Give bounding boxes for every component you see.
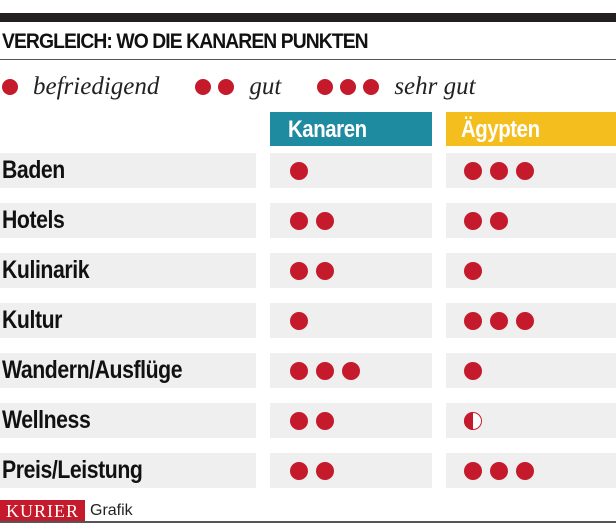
rating-dot bbox=[316, 261, 334, 280]
table-row: Kulinarik bbox=[0, 253, 616, 288]
rating-dot bbox=[290, 311, 308, 330]
legend: befriedigend gut sehr gut bbox=[2, 72, 512, 102]
rating-dot bbox=[464, 311, 482, 330]
rating-dot bbox=[290, 361, 308, 380]
rating-dot bbox=[464, 211, 482, 230]
row-label-cell: Baden bbox=[0, 153, 256, 188]
row-label: Kulinarik bbox=[2, 256, 90, 284]
rating-dot bbox=[290, 261, 308, 280]
aegypten-rating bbox=[446, 203, 616, 238]
kanaren-rating bbox=[270, 153, 432, 188]
footer: KURIER Grafik bbox=[0, 500, 133, 521]
legend-label: befriedigend bbox=[33, 73, 160, 100]
table-row: Wellness bbox=[0, 403, 616, 438]
rating-dot bbox=[218, 79, 235, 95]
kanaren-rating bbox=[270, 453, 432, 488]
rating-dot bbox=[290, 211, 308, 230]
row-label: Hotels bbox=[2, 206, 65, 234]
rating-dot bbox=[290, 461, 308, 480]
row-label: Preis/Leistung bbox=[2, 456, 143, 484]
rating-dot bbox=[195, 79, 212, 95]
aegypten-rating bbox=[446, 353, 616, 388]
legend-label: gut bbox=[249, 73, 282, 100]
table-row: Preis/Leistung bbox=[0, 453, 616, 488]
legend-item: befriedigend bbox=[2, 73, 159, 101]
rating-dot bbox=[290, 161, 308, 180]
aegypten-rating bbox=[446, 253, 616, 288]
rating-dot bbox=[316, 211, 334, 230]
kanaren-rating bbox=[270, 303, 432, 338]
aegypten-rating bbox=[446, 403, 616, 438]
rating-dot bbox=[340, 79, 357, 95]
row-label: Kultur bbox=[2, 306, 63, 334]
aegypten-rating bbox=[446, 153, 616, 188]
row-label: Wellness bbox=[2, 406, 91, 434]
table-row: Kultur bbox=[0, 303, 616, 338]
rating-dot bbox=[516, 461, 534, 480]
table-row: Baden bbox=[0, 153, 616, 188]
rating-dot bbox=[516, 311, 534, 330]
rating-dot bbox=[316, 411, 334, 430]
rating-dot bbox=[516, 161, 534, 180]
rating-dot bbox=[2, 79, 18, 95]
row-label: Wandern/Ausflüge bbox=[2, 356, 183, 384]
kanaren-rating bbox=[270, 353, 432, 388]
rating-dot bbox=[316, 361, 334, 380]
rating-dot bbox=[363, 79, 380, 95]
kanaren-rating bbox=[270, 203, 432, 238]
legend-label: sehr gut bbox=[394, 73, 476, 100]
rating-dot bbox=[316, 461, 334, 480]
footer-label: Grafik bbox=[90, 501, 133, 519]
kanaren-rating bbox=[270, 253, 432, 288]
rating-dot bbox=[464, 161, 482, 180]
rating-dot bbox=[342, 361, 360, 380]
table-row: Wandern/Ausflüge bbox=[0, 353, 616, 388]
row-label-cell: Wandern/Ausflüge bbox=[0, 353, 256, 388]
top-bar bbox=[0, 13, 616, 22]
rating-dot bbox=[317, 79, 334, 95]
table-row: Hotels bbox=[0, 203, 616, 238]
row-label: Baden bbox=[2, 156, 65, 184]
page-title: VERGLEICH: WO DIE KANAREN PUNKTEN bbox=[2, 30, 369, 53]
half-rating-dot bbox=[464, 411, 482, 430]
rating-dot bbox=[490, 211, 508, 230]
header-aegypten-label: Ägypten bbox=[461, 116, 540, 143]
kurier-logo: KURIER bbox=[0, 500, 85, 521]
row-label-cell: Kultur bbox=[0, 303, 256, 338]
row-label-cell: Kulinarik bbox=[0, 253, 256, 288]
aegypten-rating bbox=[446, 303, 616, 338]
row-label-cell: Preis/Leistung bbox=[0, 453, 256, 488]
header-kanaren: Kanaren bbox=[270, 112, 432, 146]
legend-item: gut bbox=[195, 73, 281, 101]
kanaren-rating bbox=[270, 403, 432, 438]
header-kanaren-label: Kanaren bbox=[288, 116, 367, 143]
rating-dot bbox=[490, 311, 508, 330]
rating-dot bbox=[490, 461, 508, 480]
rating-dot bbox=[464, 261, 482, 280]
row-label-cell: Hotels bbox=[0, 203, 256, 238]
row-label-cell: Wellness bbox=[0, 403, 256, 438]
divider bbox=[0, 59, 616, 60]
header-aegypten: Ägypten bbox=[446, 112, 616, 146]
rating-dot bbox=[464, 461, 482, 480]
rating-dot bbox=[290, 411, 308, 430]
rating-dot bbox=[490, 161, 508, 180]
rating-dot bbox=[464, 361, 482, 380]
legend-item: sehr gut bbox=[317, 73, 476, 101]
aegypten-rating bbox=[446, 453, 616, 488]
bottom-line bbox=[0, 521, 616, 523]
